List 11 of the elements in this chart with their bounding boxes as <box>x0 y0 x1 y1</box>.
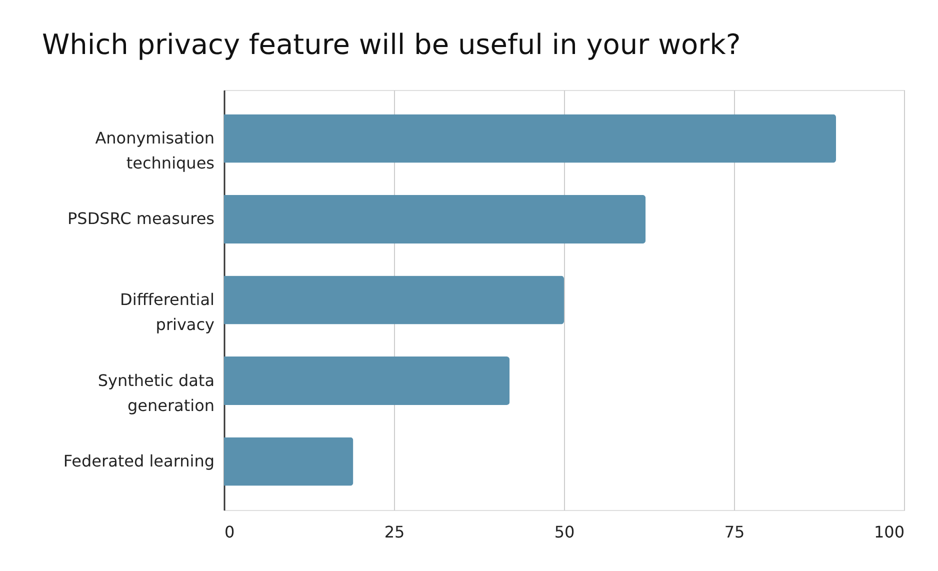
x-tick-label: 50 <box>554 522 575 542</box>
x-tick-label: 25 <box>384 522 405 542</box>
y-tick-label: Synthetic data generation <box>98 370 214 415</box>
y-tick-label: Anonymisation techniques <box>95 128 214 172</box>
x-tick-label: 0 <box>224 522 235 542</box>
x-tick-label: 75 <box>724 522 745 542</box>
chart-title: Which privacy feature will be useful in your work? <box>42 28 741 61</box>
y-tick-label: PSDSRC measures <box>68 209 214 228</box>
y-tick-label: Diffferential privacy <box>120 290 214 334</box>
y-tick-label: Federated learning <box>63 452 214 471</box>
x-tick-label: 100 <box>874 522 904 542</box>
